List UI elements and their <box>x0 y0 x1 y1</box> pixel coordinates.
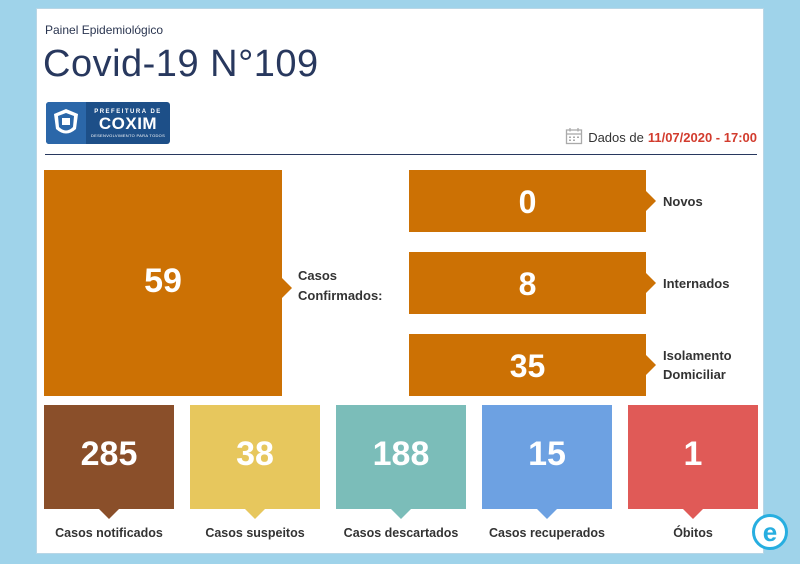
deaths-tile: 1 <box>628 405 758 519</box>
recovered-arrow <box>537 509 557 519</box>
date-value: 11/07/2020 - 17:00 <box>647 130 757 145</box>
new-cases-value: 0 <box>518 184 537 220</box>
logo-slogan: DESENVOLVIMENTO PARA TODOS <box>90 132 166 138</box>
home-isolation-value: 35 <box>509 348 546 384</box>
recovered-cases-value: 15 <box>528 435 566 473</box>
epidemiological-panel: Painel Epidemiológico Covid-19 N°109 PRE… <box>36 8 764 554</box>
site-watermark-icon: e <box>752 514 788 550</box>
notified-cases-value: 285 <box>80 435 138 473</box>
notified-cases-tile: 285 <box>44 405 174 519</box>
confirmed-arrow <box>282 278 292 298</box>
data-date: Dados de 11/07/2020 - 17:00 <box>565 127 757 148</box>
home-isolation-label-line2: Domiciliar <box>663 367 726 382</box>
discarded-cases-label: Casos descartados <box>343 526 459 540</box>
hospitalized-arrow <box>646 273 656 293</box>
hospitalized-label: Internados <box>663 276 730 291</box>
home-isolation-box: 35 <box>409 334 656 396</box>
home-isolation-label-line1: Isolamento <box>663 348 732 363</box>
home-isolation-arrow <box>646 355 656 375</box>
prefeitura-logo: PREFEITURA DE COXIM DESENVOLVIMENTO PARA… <box>46 102 170 144</box>
calendar-icon <box>565 127 583 148</box>
confirmed-label-line1: Casos <box>298 268 338 283</box>
suspected-arrow <box>245 509 265 519</box>
header-divider <box>45 154 757 155</box>
logo-top-text: PREFEITURA DE <box>94 108 162 115</box>
confirmed-cases-box: 59 <box>44 170 292 396</box>
notified-cases-label: Casos notificados <box>55 526 163 540</box>
suspected-cases-tile: 38 <box>190 405 320 519</box>
deaths-label: Óbitos <box>673 526 713 540</box>
hospitalized-value: 8 <box>518 266 537 302</box>
notified-arrow <box>99 509 119 519</box>
recovered-cases-label: Casos recuperados <box>488 526 606 540</box>
suspected-cases-value: 38 <box>236 435 274 473</box>
logo-city-name: COXIM <box>98 113 158 133</box>
suspected-cases-label: Casos suspeitos <box>205 526 305 540</box>
confirmed-cases-value: 59 <box>144 262 182 300</box>
confirmed-label-line2: Confirmados: <box>298 288 383 303</box>
discarded-cases-tile: 188 <box>336 405 466 519</box>
new-cases-arrow <box>646 191 656 211</box>
page-title: Covid-19 N°109 <box>43 43 319 85</box>
recovered-cases-tile: 15 <box>482 405 612 519</box>
date-label: Dados de <box>588 130 644 145</box>
discarded-cases-value: 188 <box>372 435 430 473</box>
new-cases-box: 0 <box>409 170 656 232</box>
new-cases-label: Novos <box>663 194 703 209</box>
deaths-value: 1 <box>683 435 703 473</box>
home-isolation-label: Isolamento Domiciliar <box>663 346 732 384</box>
discarded-arrow <box>391 509 411 519</box>
deaths-arrow <box>683 509 703 519</box>
hospitalized-box: 8 <box>409 252 656 314</box>
city-seal-icon <box>46 102 86 144</box>
confirmed-cases-label: Casos Confirmados: <box>298 266 383 306</box>
panel-subtitle: Painel Epidemiológico <box>45 23 164 37</box>
